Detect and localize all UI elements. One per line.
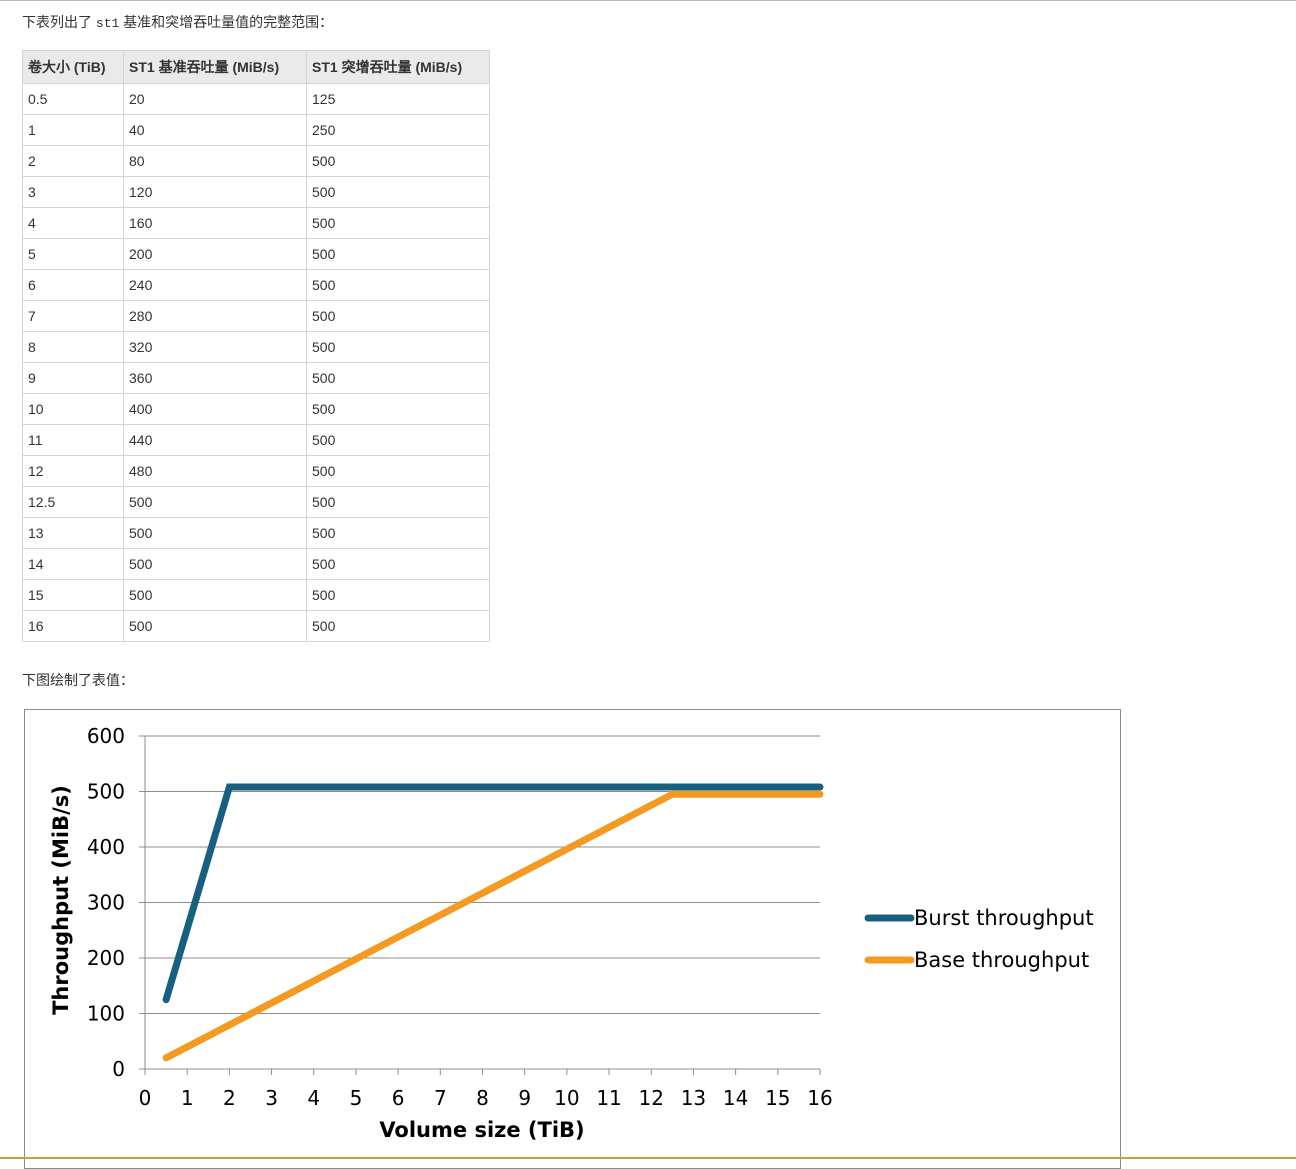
intro-text-before: 下表列出了 bbox=[22, 14, 96, 30]
table-row: 4 160 500 bbox=[22, 207, 490, 239]
table-intro-text: 下表列出了 st1 基准和突增吞吐量值的完整范围： bbox=[22, 12, 333, 34]
cell-burst-throughput: 500 bbox=[306, 455, 490, 487]
x-tick-label: 9 bbox=[518, 1086, 531, 1110]
y-tick-label: 100 bbox=[87, 1002, 125, 1026]
intro-code-st1: st1 bbox=[95, 16, 120, 31]
cell-base-throughput: 400 bbox=[123, 393, 307, 425]
x-tick-label: 4 bbox=[307, 1086, 320, 1110]
y-tick-label: 0 bbox=[112, 1057, 125, 1081]
x-tick-label: 3 bbox=[265, 1086, 278, 1110]
cell-volume-size: 11 bbox=[22, 424, 124, 456]
cell-base-throughput: 360 bbox=[123, 362, 307, 394]
x-tick-label: 16 bbox=[807, 1086, 832, 1110]
cell-volume-size: 7 bbox=[22, 300, 124, 332]
cell-burst-throughput: 500 bbox=[306, 176, 490, 208]
cell-base-throughput: 120 bbox=[123, 176, 307, 208]
x-tick-label: 10 bbox=[554, 1086, 579, 1110]
x-tick-label: 15 bbox=[765, 1086, 790, 1110]
series-line-1 bbox=[162, 790, 824, 1062]
table-row: 1 40 250 bbox=[22, 114, 490, 146]
cell-burst-throughput: 500 bbox=[306, 300, 490, 332]
x-tick-label: 12 bbox=[639, 1086, 664, 1110]
cell-base-throughput: 500 bbox=[123, 610, 307, 642]
cell-volume-size: 12.5 bbox=[22, 486, 124, 518]
header-volume-size: 卷大小 (TiB) bbox=[22, 50, 124, 84]
cell-base-throughput: 240 bbox=[123, 269, 307, 301]
series-line-0 bbox=[162, 783, 824, 1004]
top-divider bbox=[0, 0, 1296, 1]
x-tick-label: 0 bbox=[139, 1086, 152, 1110]
cell-base-throughput: 160 bbox=[123, 207, 307, 239]
cell-volume-size: 4 bbox=[22, 207, 124, 239]
cell-burst-throughput: 500 bbox=[306, 517, 490, 549]
table-row: 8 320 500 bbox=[22, 331, 490, 363]
y-tick-label: 600 bbox=[87, 724, 125, 748]
cell-burst-throughput: 500 bbox=[306, 579, 490, 611]
x-tick-label: 8 bbox=[476, 1086, 489, 1110]
legend-label: Burst throughput bbox=[914, 906, 1094, 930]
x-tick-label: 7 bbox=[434, 1086, 447, 1110]
table-row: 6 240 500 bbox=[22, 269, 490, 301]
y-tick-label: 400 bbox=[87, 835, 125, 859]
intro-text-after: 基准和突增吞吐量值的完整范围： bbox=[119, 14, 334, 30]
y-axis-title: Throughput (MiB/s) bbox=[49, 785, 73, 1015]
legend-label: Base throughput bbox=[914, 948, 1089, 972]
table-body: 0.5 20 125 1 40 250 2 80 500 3 120 500 4 160 500 5 200 50… bbox=[22, 83, 490, 642]
bottom-divider bbox=[0, 1157, 1296, 1159]
cell-burst-throughput: 500 bbox=[306, 331, 490, 363]
chart-intro-text: 下图绘制了表值： bbox=[22, 672, 134, 688]
table-row: 15 500 500 bbox=[22, 579, 490, 611]
cell-base-throughput: 320 bbox=[123, 331, 307, 363]
table-row: 9 360 500 bbox=[22, 362, 490, 394]
cell-volume-size: 1 bbox=[22, 114, 124, 146]
cell-base-throughput: 40 bbox=[123, 114, 307, 146]
table-row: 16 500 500 bbox=[22, 610, 490, 642]
cell-volume-size: 0.5 bbox=[22, 83, 124, 115]
table-row: 0.5 20 125 bbox=[22, 83, 490, 115]
cell-base-throughput: 500 bbox=[123, 579, 307, 611]
table-row: 3 120 500 bbox=[22, 176, 490, 208]
table-row: 12 480 500 bbox=[22, 455, 490, 487]
x-axis-title: Volume size (TiB) bbox=[379, 1118, 584, 1142]
x-tick-label: 13 bbox=[681, 1086, 706, 1110]
table-row: 13 500 500 bbox=[22, 517, 490, 549]
cell-base-throughput: 500 bbox=[123, 548, 307, 580]
table-row: 7 280 500 bbox=[22, 300, 490, 332]
cell-base-throughput: 280 bbox=[123, 300, 307, 332]
cell-base-throughput: 480 bbox=[123, 455, 307, 487]
cell-burst-throughput: 500 bbox=[306, 145, 490, 177]
cell-volume-size: 12 bbox=[22, 455, 124, 487]
cell-burst-throughput: 500 bbox=[306, 238, 490, 270]
table-row: 11 440 500 bbox=[22, 424, 490, 456]
cell-base-throughput: 500 bbox=[123, 517, 307, 549]
x-tick-label: 2 bbox=[223, 1086, 236, 1110]
cell-volume-size: 10 bbox=[22, 393, 124, 425]
cell-burst-throughput: 500 bbox=[306, 610, 490, 642]
cell-volume-size: 8 bbox=[22, 331, 124, 363]
header-burst-throughput: ST1 突增吞吐量 (MiB/s) bbox=[306, 50, 490, 84]
x-tick-label: 14 bbox=[723, 1086, 748, 1110]
y-tick-label: 200 bbox=[87, 946, 125, 970]
x-tick-label: 6 bbox=[392, 1086, 405, 1110]
x-tick-label: 1 bbox=[181, 1086, 194, 1110]
cell-volume-size: 5 bbox=[22, 238, 124, 270]
y-tick-label: 500 bbox=[87, 780, 125, 804]
cell-volume-size: 2 bbox=[22, 145, 124, 177]
cell-burst-throughput: 500 bbox=[306, 548, 490, 580]
cell-burst-throughput: 500 bbox=[306, 424, 490, 456]
header-base-throughput: ST1 基准吞吐量 (MiB/s) bbox=[123, 50, 307, 84]
x-tick-label: 11 bbox=[596, 1086, 621, 1110]
table-header-row: 卷大小 (TiB) ST1 基准吞吐量 (MiB/s) ST1 突增吞吐量 (M… bbox=[22, 50, 490, 84]
cell-volume-size: 16 bbox=[22, 610, 124, 642]
throughput-table: 卷大小 (TiB) ST1 基准吞吐量 (MiB/s) ST1 突增吞吐量 (M… bbox=[22, 50, 490, 642]
table-row: 14 500 500 bbox=[22, 548, 490, 580]
y-tick-label: 300 bbox=[87, 891, 125, 915]
x-tick-label: 5 bbox=[350, 1086, 363, 1110]
